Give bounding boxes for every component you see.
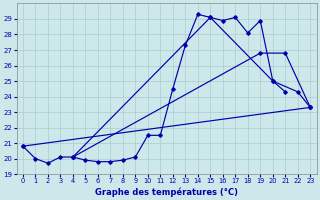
X-axis label: Graphe des températures (°C): Graphe des températures (°C) bbox=[95, 187, 238, 197]
